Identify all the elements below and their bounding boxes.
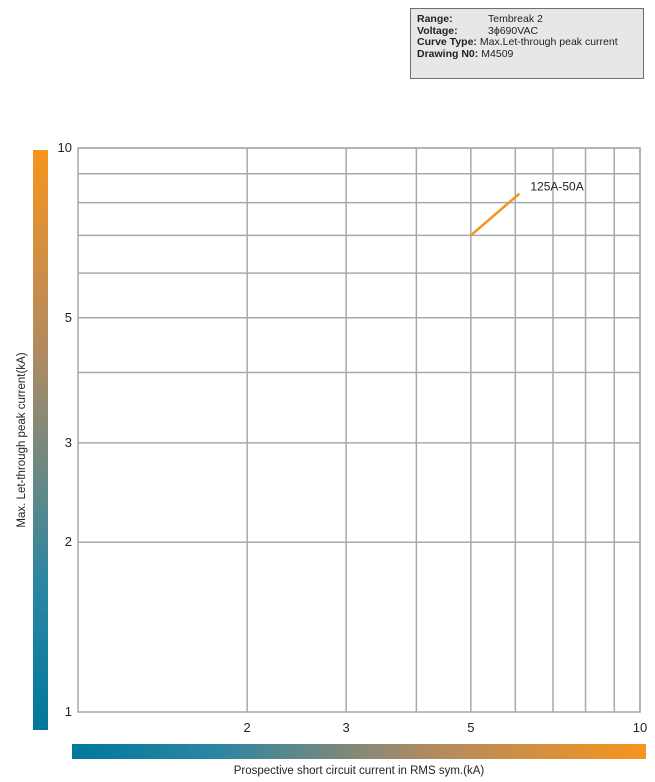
info-row-drawing: Drawing N0: M4509 xyxy=(417,47,643,61)
x-tick-label: 5 xyxy=(467,720,474,735)
plot-frame xyxy=(77,147,641,713)
drawing-info-box: Range: Tembreak 2 Voltage: 3ϕ690VAC Curv… xyxy=(410,8,644,79)
drawing-number-label: Drawing N0: xyxy=(417,47,479,60)
series-line xyxy=(470,192,521,237)
range-value: Tembreak 2 xyxy=(488,13,543,25)
curve-type-label: Curve Type: xyxy=(417,36,477,48)
y-tick-label: 10 xyxy=(58,140,72,155)
curve-type-value: Max.Let-through peak current xyxy=(479,36,618,48)
y-axis-gradient-bar xyxy=(33,150,48,730)
range-label: Range: xyxy=(417,13,453,25)
x-tick-label: 3 xyxy=(343,720,350,735)
voltage-value: 3ϕ690VAC xyxy=(488,24,539,37)
info-row-curve-type: Curve Type: Max.Let-through peak current xyxy=(417,36,643,49)
y-tick-label: 5 xyxy=(65,310,72,325)
drawing-number-value: M4509 xyxy=(481,47,514,60)
y-tick-label: 2 xyxy=(65,534,72,549)
x-tick-label: 2 xyxy=(244,720,251,735)
info-row-voltage: Voltage: 3ϕ690VAC xyxy=(417,24,643,38)
series-label: 125A-50A xyxy=(530,180,583,194)
info-row-range: Range: Tembreak 2 xyxy=(417,13,643,26)
x-tick-label: 10 xyxy=(633,720,647,735)
x-axis-gradient-bar xyxy=(72,744,646,759)
voltage-label: Voltage: xyxy=(417,24,458,37)
y-tick-label: 1 xyxy=(65,704,72,719)
x-axis-label: Prospective short circuit current in RMS… xyxy=(233,765,485,777)
y-tick-label: 3 xyxy=(65,435,72,450)
